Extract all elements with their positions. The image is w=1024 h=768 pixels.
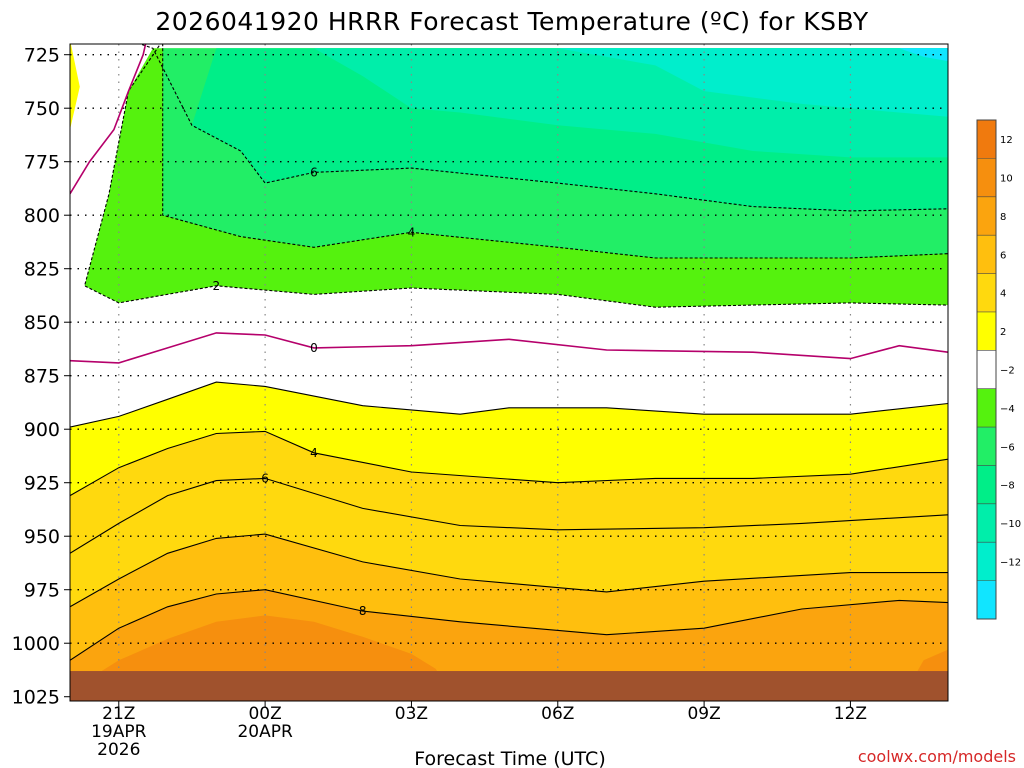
colorbar-tick-label: −2 — [1000, 366, 1015, 377]
freezing-line-upper — [70, 44, 147, 195]
colorbar-bin — [977, 580, 996, 619]
colorbar-tick-label: −4 — [1000, 404, 1015, 415]
plot-area: 6 4 2 0 4 6 8 — [69, 43, 949, 702]
y-tick-label: 1000 — [12, 633, 60, 655]
colorbar-frame — [976, 119, 997, 620]
temperature-band-lt_-12 — [899, 48, 948, 62]
colorbar-bin — [977, 235, 996, 274]
contour-line-m4 — [162, 44, 948, 259]
terrain-fill — [70, 671, 948, 701]
y-tick-label: 775 — [24, 152, 60, 174]
colorbar-tick-label: −12 — [1000, 557, 1021, 568]
colorbar-bin — [977, 196, 996, 236]
x-tick-label: 03Z — [395, 704, 428, 724]
contour-line-6 — [70, 477, 948, 554]
colorbar-bin — [977, 120, 996, 159]
x-tick-label: 20APR — [237, 722, 293, 742]
y-tick-label: 1025 — [12, 687, 60, 709]
x-axis-label: Forecast Time (UTC) — [414, 748, 605, 768]
contour-line-8 — [70, 589, 948, 661]
x-tick-label: 19APR — [91, 722, 147, 742]
colorbar-bin — [977, 542, 996, 581]
colorbar-bin — [977, 158, 996, 197]
colorbar-tick-label: −10 — [1000, 519, 1021, 530]
y-tick-label: 850 — [24, 312, 60, 334]
y-tick-label: 725 — [24, 45, 60, 67]
temperature-band-lt_-10 — [557, 48, 948, 117]
contour-label: 2 — [213, 279, 221, 293]
temperature-band-gt_10 — [84, 615, 441, 686]
contour-label: 6 — [310, 165, 318, 179]
colorbar-bin — [977, 465, 996, 504]
colorbar-tick-label: 10 — [1000, 174, 1013, 185]
y-tick-label: 950 — [24, 526, 60, 548]
contour-line-m2 — [83, 44, 948, 308]
colorbar-bin — [977, 388, 996, 428]
contour-label: 6 — [261, 471, 269, 485]
colorbar-bin — [977, 311, 996, 351]
contour-line-5 — [70, 430, 948, 497]
contour-label: 0 — [310, 341, 318, 355]
colorbar-bin — [977, 350, 996, 389]
x-tick-label: 12Z — [834, 704, 867, 724]
colorbar-tick-label: 8 — [1000, 212, 1006, 223]
colorbar-bin — [977, 503, 996, 543]
colorbar-legend: 12 10 8 6 4 2 −2 −4 −6 −8 −10 −12 — [976, 119, 1021, 620]
y-axis: 725 750 775 800 825 850 875 900 925 950 975 1000 102… — [12, 45, 70, 709]
contour-line-m6 — [138, 44, 948, 212]
plot-frame — [69, 43, 949, 702]
temperature-band-lt_0_warm_pocket — [70, 44, 80, 130]
x-tick-label: 06Z — [541, 704, 574, 724]
colorbar-tick-label: 2 — [1000, 327, 1006, 338]
y-tick-label: 875 — [24, 366, 60, 388]
contour-label: 4 — [408, 225, 416, 239]
colorbar-bin — [977, 273, 996, 312]
contour-label: 4 — [310, 446, 318, 460]
y-tick-label: 975 — [24, 580, 60, 602]
colorbar-tick-label: 4 — [1000, 289, 1006, 300]
chart-title: 2026041920 HRRR Forecast Temperature (ºC… — [155, 7, 868, 36]
source-credit[interactable]: coolwx.com/models — [858, 747, 1016, 766]
y-tick-label: 825 — [24, 259, 60, 281]
colorbar-tick-label: 6 — [1000, 250, 1006, 261]
y-tick-label: 925 — [24, 473, 60, 495]
x-tick-label: 2026 — [97, 740, 140, 760]
colorbar-tick-label: −8 — [1000, 481, 1015, 492]
y-tick-label: 900 — [24, 419, 60, 441]
y-tick-label: 750 — [24, 98, 60, 120]
contour-line-0 — [70, 332, 948, 364]
x-tick-label: 00Z — [248, 704, 281, 724]
contour-label: 8 — [359, 604, 367, 618]
y-tick-label: 800 — [24, 205, 60, 227]
contour-line-4 — [70, 381, 948, 428]
colorbar-tick-label: 12 — [1000, 135, 1013, 146]
x-tick-label: 21Z — [102, 704, 135, 724]
colorbar-bin — [977, 427, 996, 466]
contour-line-7 — [70, 533, 948, 608]
colorbar-tick-label: −6 — [1000, 442, 1015, 453]
x-tick-label: 09Z — [687, 704, 720, 724]
